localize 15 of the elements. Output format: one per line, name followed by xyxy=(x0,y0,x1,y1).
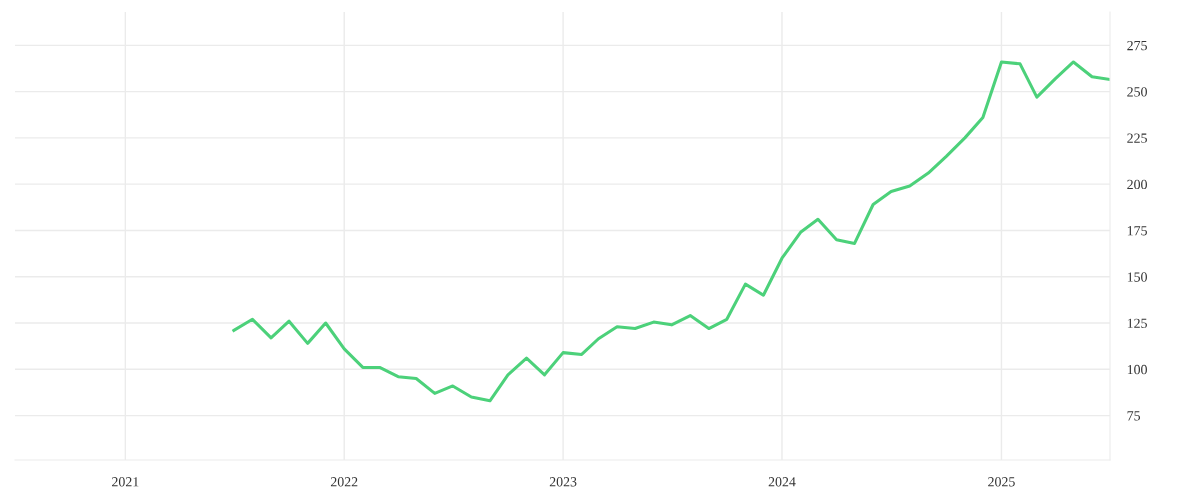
x-tick-label: 2024 xyxy=(768,477,796,487)
y-tick-label: 200 xyxy=(1127,179,1147,190)
y-tick-label: 150 xyxy=(1127,272,1147,282)
x-tick-label: 2021 xyxy=(112,477,139,487)
x-tick-label: 2023 xyxy=(549,477,577,487)
y-tick-label: 275 xyxy=(1127,40,1147,51)
y-tick-label: 225 xyxy=(1127,133,1147,143)
y-tick-label: 175 xyxy=(1127,226,1147,236)
y-tick-label: 125 xyxy=(1127,318,1147,328)
x-tick-label: 2025 xyxy=(988,477,1015,487)
y-tick-label: 100 xyxy=(1127,364,1147,375)
line-series xyxy=(232,60,1110,403)
y-tick-label: 75 xyxy=(1127,411,1141,421)
x-tick-label: 2022 xyxy=(330,477,358,487)
y-tick-label: 250 xyxy=(1127,87,1147,97)
